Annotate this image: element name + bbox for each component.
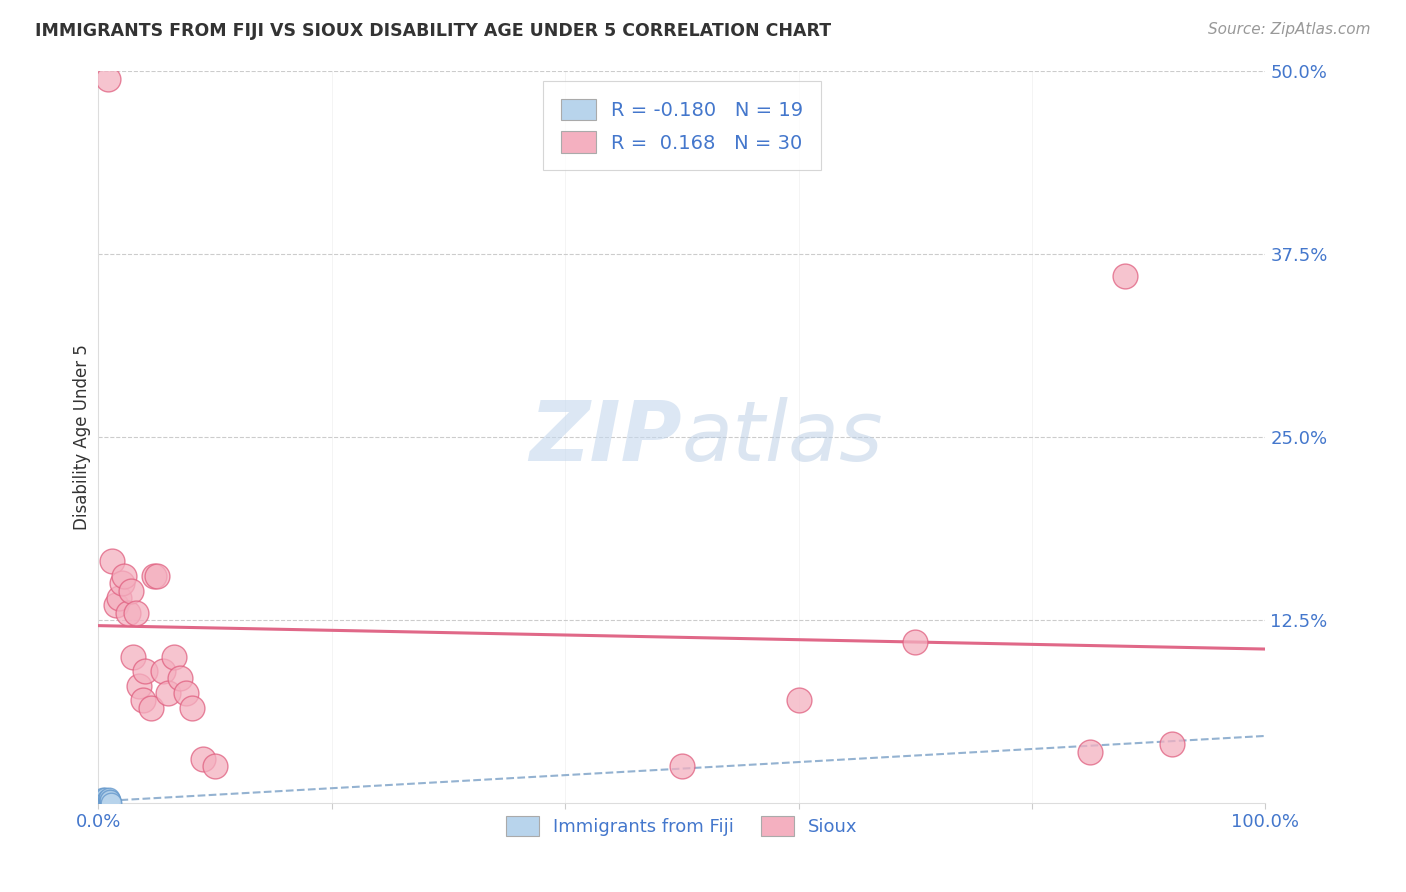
Point [97, 71, 120, 86]
Point [100, 796, 122, 810]
Point [1114, 269, 1136, 284]
Point [90, 793, 112, 807]
Point [120, 583, 142, 598]
Point [96, 793, 118, 807]
Point [112, 569, 135, 583]
Point [90, 794, 112, 808]
Point [163, 649, 186, 664]
Point [97, 791, 120, 805]
Point [97, 793, 120, 807]
Legend: Immigrants from Fiji, Sioux: Immigrants from Fiji, Sioux [498, 807, 866, 845]
Point [122, 649, 145, 664]
Point [146, 569, 169, 583]
Point [111, 576, 134, 591]
Point [90, 796, 112, 810]
Point [143, 569, 166, 583]
Y-axis label: Disability Age Under 5: Disability Age Under 5 [73, 344, 91, 530]
Point [174, 686, 197, 700]
Text: ZIP: ZIP [529, 397, 682, 477]
Point [787, 693, 810, 707]
Point [139, 700, 162, 714]
Point [104, 599, 127, 613]
Point [132, 693, 155, 707]
Text: Source: ZipAtlas.com: Source: ZipAtlas.com [1208, 22, 1371, 37]
Point [96, 794, 118, 808]
Point [108, 591, 131, 605]
Point [97, 794, 120, 808]
Point [904, 635, 927, 649]
Point [94, 793, 117, 807]
Point [152, 664, 174, 678]
Point [671, 759, 693, 773]
Point [93, 796, 115, 810]
Point [93, 794, 115, 808]
Point [90, 796, 112, 810]
Point [134, 664, 156, 678]
Point [98, 794, 121, 808]
Point [98, 793, 121, 807]
Point [193, 752, 215, 766]
Point [125, 606, 148, 620]
Point [1080, 745, 1102, 759]
Point [94, 791, 117, 805]
Point [180, 700, 202, 714]
Point [157, 686, 180, 700]
Text: atlas: atlas [682, 397, 883, 477]
Point [91, 794, 114, 808]
Point [1161, 737, 1184, 751]
Point [97, 796, 120, 810]
Point [204, 759, 226, 773]
Text: IMMIGRANTS FROM FIJI VS SIOUX DISABILITY AGE UNDER 5 CORRELATION CHART: IMMIGRANTS FROM FIJI VS SIOUX DISABILITY… [35, 22, 831, 40]
Point [128, 679, 150, 693]
Point [101, 554, 124, 568]
Point [169, 672, 191, 686]
Point [91, 791, 114, 805]
Point [117, 606, 139, 620]
